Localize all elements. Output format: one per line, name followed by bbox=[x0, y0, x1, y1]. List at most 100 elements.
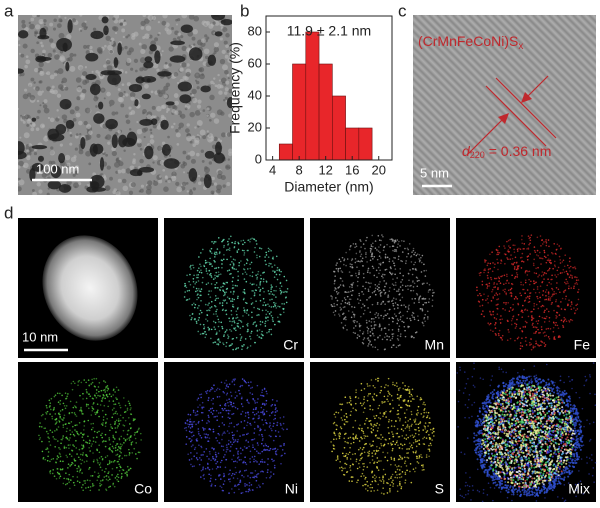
signal-dot bbox=[420, 256, 422, 259]
signal-dot bbox=[381, 234, 383, 236]
signal-dot bbox=[244, 311, 246, 313]
signal-dot bbox=[243, 307, 245, 309]
signal-dot bbox=[202, 276, 204, 279]
particle bbox=[85, 52, 99, 62]
signal-dot bbox=[111, 445, 114, 448]
signal-dot bbox=[413, 302, 416, 304]
particle bbox=[18, 150, 27, 160]
signal-dot bbox=[484, 261, 486, 263]
signal-dot bbox=[336, 293, 339, 295]
texture bbox=[35, 127, 40, 131]
signal-dot bbox=[389, 271, 391, 274]
texture bbox=[106, 91, 111, 97]
signal-dot bbox=[260, 277, 262, 280]
signal-dot bbox=[76, 480, 79, 482]
texture bbox=[193, 15, 200, 22]
signal-dot bbox=[249, 392, 251, 394]
signal-dot bbox=[215, 251, 218, 254]
texture bbox=[20, 114, 23, 117]
signal-dot bbox=[490, 276, 492, 279]
signal-dot bbox=[261, 419, 264, 421]
signal-dot bbox=[397, 416, 400, 419]
texture bbox=[75, 77, 82, 83]
lattice-fringe bbox=[516, 15, 596, 96]
signal-dot bbox=[339, 267, 342, 270]
signal-dot bbox=[260, 247, 263, 250]
signal-dot bbox=[237, 438, 239, 441]
signal-dot bbox=[506, 275, 508, 278]
signal-dot bbox=[216, 308, 218, 311]
signal-dot bbox=[65, 397, 67, 400]
texture bbox=[36, 99, 40, 103]
texture bbox=[174, 110, 179, 115]
signal-dot bbox=[242, 434, 244, 436]
texture bbox=[37, 109, 41, 114]
signal-dot bbox=[192, 444, 194, 446]
signal-dot bbox=[347, 291, 350, 293]
map-label: Co bbox=[134, 481, 152, 497]
texture bbox=[223, 99, 226, 102]
texture bbox=[152, 124, 157, 129]
signal-dot bbox=[354, 332, 356, 335]
signal-dot bbox=[394, 273, 396, 276]
signal-dot bbox=[190, 318, 193, 321]
signal-dot bbox=[96, 436, 98, 438]
signal-dot bbox=[370, 379, 373, 381]
signal-dot bbox=[92, 408, 95, 410]
particle bbox=[93, 113, 105, 124]
bar bbox=[292, 63, 307, 161]
signal-dot bbox=[226, 281, 228, 284]
signal-dot bbox=[256, 461, 258, 463]
signal-dot bbox=[197, 422, 200, 424]
signal-dot bbox=[62, 419, 64, 421]
signal-dot bbox=[199, 404, 201, 406]
signal-dot bbox=[128, 437, 130, 439]
texture bbox=[185, 128, 190, 133]
signal-dot bbox=[485, 259, 487, 262]
signal-dot bbox=[398, 397, 400, 399]
texture bbox=[213, 42, 220, 48]
signal-dot bbox=[237, 248, 240, 251]
signal-dot bbox=[231, 300, 234, 303]
signal-dot bbox=[387, 426, 390, 429]
texture bbox=[184, 107, 188, 111]
signal-dot bbox=[207, 261, 209, 264]
particle bbox=[211, 15, 226, 21]
signal-dot bbox=[558, 255, 561, 258]
signal-dot bbox=[414, 297, 416, 300]
signal-dot bbox=[567, 287, 570, 290]
signal-dot bbox=[563, 319, 566, 322]
signal-dot bbox=[214, 390, 216, 393]
lattice-fringe bbox=[504, 15, 596, 108]
signal-dot bbox=[261, 394, 264, 397]
signal-dot bbox=[333, 270, 335, 273]
signal-dot bbox=[517, 268, 519, 270]
lattice-fringe bbox=[480, 15, 596, 132]
lattice-fringe bbox=[413, 129, 478, 195]
signal-dot bbox=[398, 435, 401, 438]
signal-dot bbox=[40, 414, 43, 417]
signal-dot bbox=[202, 454, 204, 456]
signal-dot bbox=[110, 449, 113, 452]
signal-dot bbox=[388, 329, 390, 331]
signal-dot bbox=[375, 269, 378, 272]
signal-dot bbox=[338, 315, 341, 317]
signal-dot bbox=[76, 470, 79, 473]
signal-dot bbox=[528, 297, 531, 300]
texture bbox=[130, 67, 134, 71]
particle bbox=[31, 117, 37, 122]
signal-dot bbox=[571, 275, 573, 277]
signal-dot bbox=[535, 326, 538, 329]
signal-dot bbox=[533, 249, 536, 252]
signal-dot bbox=[242, 462, 244, 464]
signal-dot bbox=[393, 457, 396, 460]
signal-dot bbox=[210, 399, 213, 401]
signal-dot bbox=[394, 268, 397, 270]
signal-dot bbox=[373, 334, 375, 337]
signal-dot bbox=[387, 395, 389, 397]
signal-dot bbox=[237, 453, 239, 456]
signal-dot bbox=[390, 463, 392, 466]
signal-dot bbox=[49, 408, 52, 411]
signal-dot bbox=[519, 342, 522, 344]
signal-dot bbox=[219, 251, 221, 253]
